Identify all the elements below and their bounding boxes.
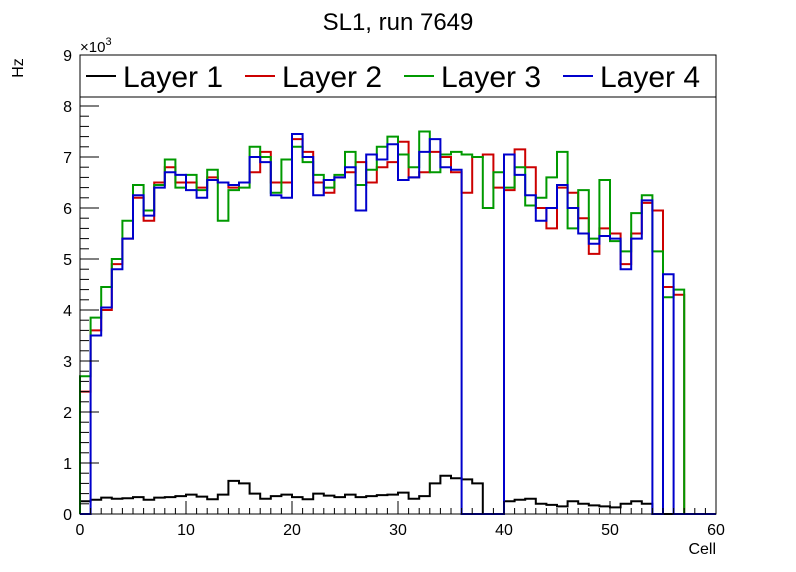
- plot-frame: [79, 54, 717, 515]
- series-group: [79, 130, 716, 515]
- legend-label: Layer 1: [123, 61, 223, 94]
- series-line-layer-1: [79, 474, 716, 515]
- y-tick-label: 1: [63, 456, 72, 473]
- y-axis-multiplier-base: ×10: [80, 39, 105, 56]
- series-line-layer-3: [79, 130, 716, 515]
- legend: Layer 1 Layer 2 Layer 3 Layer 4: [79, 54, 717, 98]
- y-axis-multiplier-exponent: 3: [105, 36, 111, 48]
- x-tick-label: 40: [495, 522, 513, 539]
- x-axis-label: Cell: [688, 541, 716, 558]
- series-line-layer-4: [80, 133, 716, 515]
- y-tick-label: 5: [63, 252, 72, 269]
- legend-label: Layer 4: [600, 61, 700, 94]
- y-tick-label: 2: [63, 405, 72, 422]
- series-line-layer-2: [79, 138, 716, 515]
- x-tick-label: 50: [601, 522, 619, 539]
- y-tick-label: 0: [63, 507, 72, 524]
- legend-box: [79, 54, 717, 98]
- y-tick-label: 9: [63, 48, 72, 65]
- y-tick-label: 3: [63, 354, 72, 371]
- axes-group: 0 10 20 30 40 50 60 0 1 2 3 4 5 6 7 8 9: [63, 48, 725, 539]
- x-tick-label: 20: [283, 522, 301, 539]
- y-axis-multiplier: ×103: [80, 36, 112, 56]
- x-tick-label: 30: [389, 522, 407, 539]
- y-axis-label: Hz: [10, 58, 27, 78]
- y-tick-label: 6: [63, 201, 72, 218]
- x-tick-label: 0: [76, 522, 85, 539]
- legend-label: Layer 3: [441, 61, 541, 94]
- x-tick-label: 60: [707, 522, 725, 539]
- y-tick-label: 8: [63, 99, 72, 116]
- y-tick-label: 4: [63, 303, 72, 320]
- x-tick-label: 10: [177, 522, 195, 539]
- chart-title: SL1, run 7649: [323, 9, 474, 36]
- legend-label: Layer 2: [282, 61, 382, 94]
- y-tick-label: 7: [63, 150, 72, 167]
